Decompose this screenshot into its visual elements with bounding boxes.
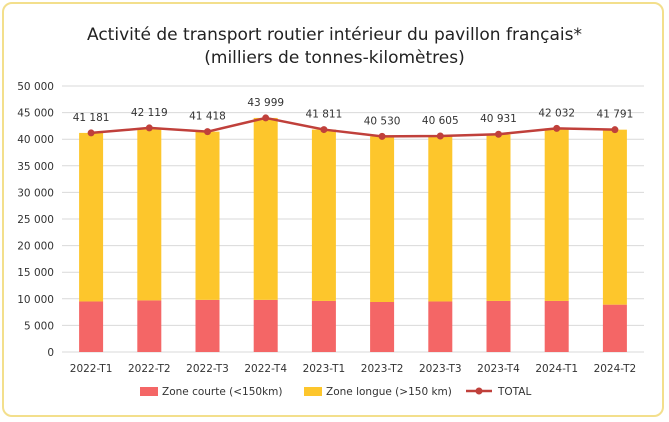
x-tick-label: 2024-T1 bbox=[535, 363, 578, 375]
y-tick-label: 45 000 bbox=[17, 108, 54, 120]
bar-zone-courte bbox=[195, 299, 220, 352]
x-tick-label: 2024-T2 bbox=[594, 363, 637, 375]
y-tick-label: 10 000 bbox=[17, 294, 54, 306]
bar-zone-longue bbox=[428, 135, 453, 302]
chart-subtitle: (milliers de tonnes-kilomètres) bbox=[204, 48, 465, 68]
legend-label: Zone longue (>150 km) bbox=[326, 386, 452, 398]
bar-zone-courte bbox=[428, 301, 453, 352]
bar-zone-longue bbox=[137, 127, 162, 301]
total-point bbox=[87, 129, 95, 137]
bar-zone-courte bbox=[544, 300, 569, 352]
y-tick-label: 20 000 bbox=[17, 241, 54, 253]
total-line bbox=[90, 116, 615, 138]
total-point bbox=[204, 128, 211, 136]
bar-zone-longue bbox=[195, 131, 220, 300]
total-point bbox=[320, 126, 328, 134]
bar-zone-longue bbox=[79, 132, 104, 302]
total-data-label: 40 605 bbox=[422, 115, 459, 127]
legend-swatch-marker bbox=[475, 387, 483, 395]
total-data-label: 40 530 bbox=[364, 115, 401, 127]
bar-zone-courte bbox=[311, 300, 336, 352]
total-point bbox=[553, 124, 561, 132]
y-tick-label: 40 000 bbox=[17, 134, 54, 146]
bar-zone-longue bbox=[253, 117, 278, 300]
total-point bbox=[145, 124, 153, 132]
bar-zone-courte bbox=[79, 301, 104, 352]
y-tick-label: 35 000 bbox=[17, 161, 54, 173]
bar-zone-longue bbox=[311, 129, 336, 301]
legend-total: TOTAL bbox=[466, 386, 531, 398]
total-data-label: 41 181 bbox=[73, 112, 110, 124]
bar-zone-courte bbox=[486, 300, 511, 352]
total-data-label: 42 119 bbox=[131, 107, 168, 119]
bar-zone-courte bbox=[370, 301, 395, 352]
x-tick-label: 2023-T1 bbox=[303, 363, 346, 375]
total-point bbox=[611, 126, 619, 134]
total-point bbox=[436, 132, 444, 140]
y-tick-label: 50 000 bbox=[17, 81, 54, 93]
x-tick-label: 2022-T2 bbox=[128, 363, 171, 375]
y-tick-label: 30 000 bbox=[17, 187, 54, 199]
total-point bbox=[262, 114, 270, 122]
total-data-label: 43 999 bbox=[247, 97, 284, 109]
total-data-label: 41 811 bbox=[306, 109, 343, 121]
x-tick-label: 2023-T2 bbox=[361, 363, 404, 375]
bar-zone-longue bbox=[544, 128, 569, 301]
legend-zone-courte: Zone courte (<150km) bbox=[140, 386, 283, 398]
x-tick-label: 2023-T3 bbox=[419, 363, 462, 375]
total-data-label: 42 032 bbox=[538, 107, 575, 119]
chart-title: Activité de transport routier intérieur … bbox=[87, 25, 582, 45]
legend-swatch bbox=[304, 387, 322, 396]
total-data-label: 41 418 bbox=[189, 111, 226, 123]
x-tick-label: 2022-T3 bbox=[186, 363, 229, 375]
bar-zone-courte bbox=[253, 299, 278, 352]
legend-label: Zone courte (<150km) bbox=[162, 386, 283, 398]
bar-zone-courte bbox=[602, 304, 627, 352]
bar-zone-longue bbox=[370, 136, 395, 302]
total-point bbox=[378, 132, 386, 140]
bar-zone-courte bbox=[137, 300, 162, 352]
x-tick-label: 2022-T4 bbox=[244, 363, 287, 375]
y-tick-label: 15 000 bbox=[17, 267, 54, 279]
legend-swatch bbox=[140, 387, 158, 396]
x-tick-label: 2022-T1 bbox=[70, 363, 113, 375]
y-tick-label: 5 000 bbox=[24, 320, 54, 332]
total-data-label: 41 791 bbox=[597, 109, 634, 121]
bar-zone-longue bbox=[486, 134, 511, 301]
bar-zone-longue bbox=[602, 129, 627, 305]
total-data-label: 40 931 bbox=[480, 113, 517, 125]
y-tick-label: 25 000 bbox=[17, 214, 54, 226]
x-tick-label: 2023-T4 bbox=[477, 363, 520, 375]
legend-zone-longue: Zone longue (>150 km) bbox=[304, 386, 452, 398]
y-tick-label: 0 bbox=[47, 347, 54, 359]
legend-label: TOTAL bbox=[497, 386, 531, 398]
total-point bbox=[495, 130, 502, 138]
